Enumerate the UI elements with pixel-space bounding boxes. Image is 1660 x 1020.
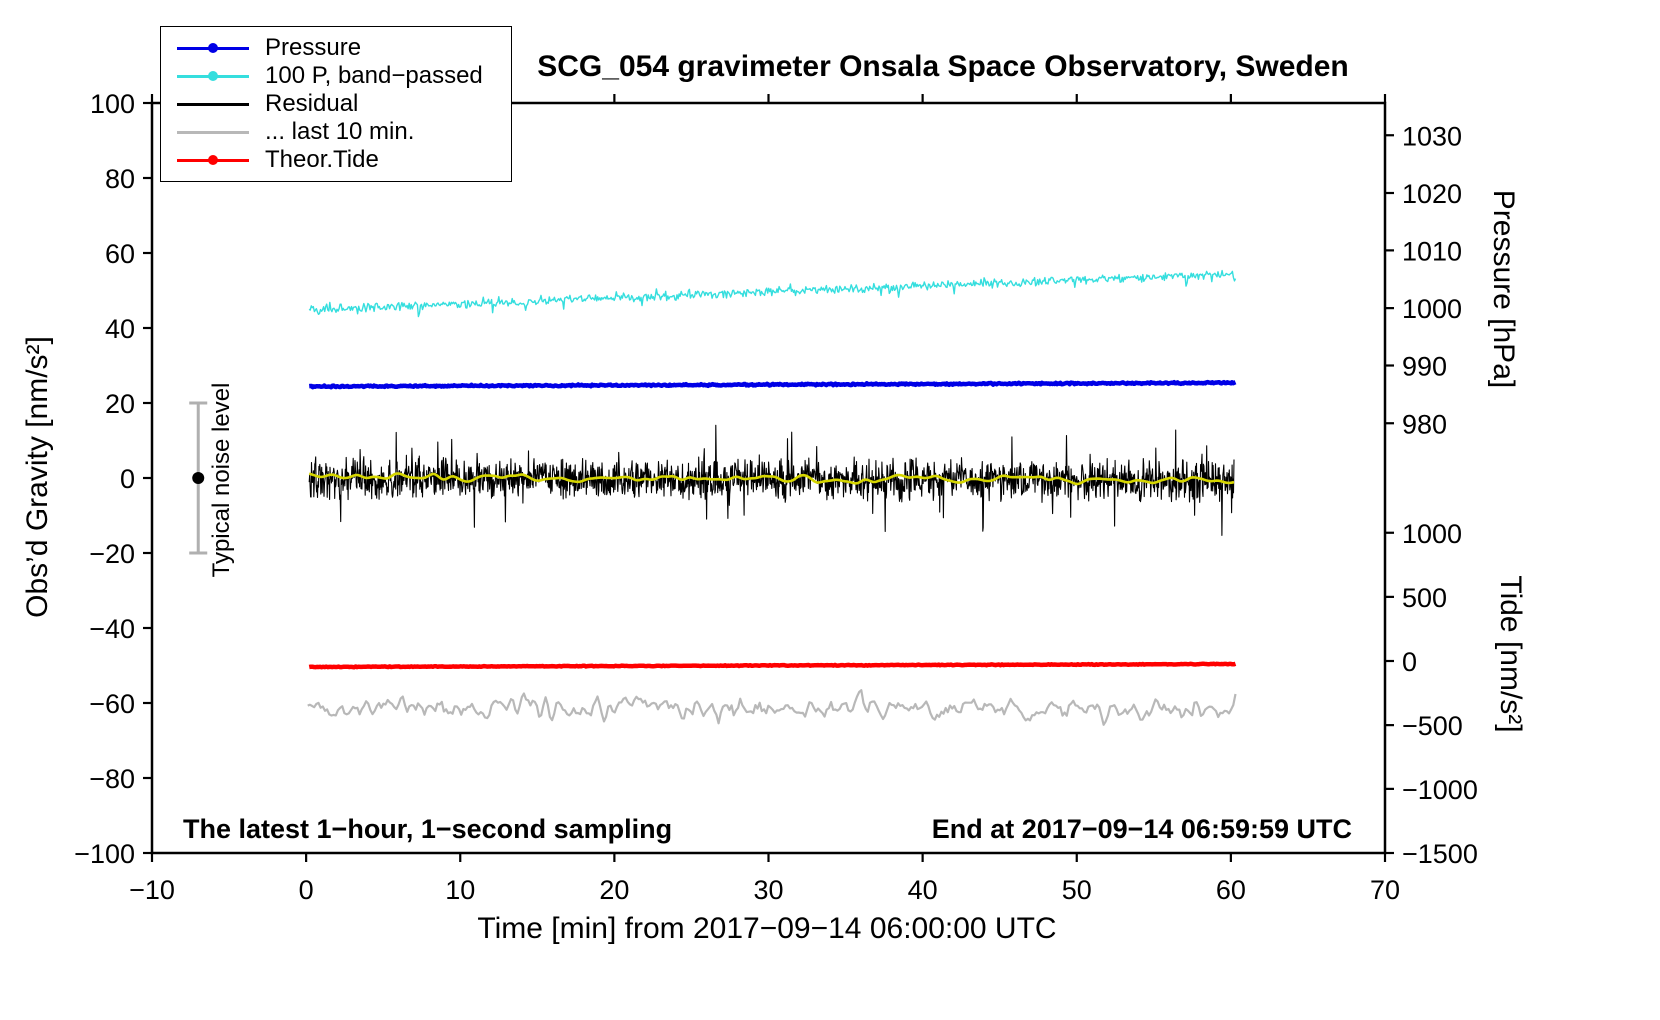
legend-line-symbol	[177, 99, 249, 109]
x-tick-label: 70	[1370, 875, 1400, 905]
pressure-tick-label: 1000	[1402, 294, 1462, 324]
y-tick-label: −40	[89, 614, 135, 644]
legend-item: ... last 10 min.	[171, 118, 501, 146]
y-tick-label: −100	[74, 839, 135, 869]
tide-tick-label: −1500	[1402, 839, 1478, 869]
y-axis-label-pressure: Pressure [hPa]	[1487, 189, 1520, 389]
y-tick-label: 40	[105, 314, 135, 344]
legend-item: Residual	[171, 90, 501, 118]
x-tick-label: −10	[129, 875, 175, 905]
tide-tick-label: 500	[1402, 583, 1447, 613]
legend: Pressure 100 P, band−passed Residual... la…	[160, 26, 512, 182]
y-tick-label: 60	[105, 239, 135, 269]
series-bandpassed	[308, 269, 1237, 318]
legend-label: 100 P, band−passed	[265, 62, 483, 89]
y-axis-label-gravity: Obs’d Gravity [nm/s²]	[21, 336, 54, 618]
x-axis-label: Time [min] from 2017−09−14 06:00:00 UTC	[477, 912, 1057, 945]
chart-title: SCG_054 gravimeter Onsala Space Observat…	[537, 50, 1349, 83]
legend-label: Pressure	[265, 34, 362, 61]
series-tide	[308, 661, 1237, 670]
tide-tick-label: −1000	[1402, 775, 1478, 805]
pressure-tick-label: 1010	[1402, 236, 1462, 266]
x-tick-label: 40	[908, 875, 938, 905]
x-tick-label: 60	[1216, 875, 1246, 905]
tide-tick-label: 1000	[1402, 519, 1462, 549]
pressure-tick-label: 1020	[1402, 179, 1462, 209]
y-tick-label: 80	[105, 164, 135, 194]
legend-dot-icon	[208, 43, 218, 53]
legend-item: Pressure	[171, 34, 501, 62]
legend-label: Theor.Tide	[265, 146, 379, 173]
pressure-tick-label: 1030	[1402, 121, 1462, 151]
series-residual	[308, 424, 1235, 536]
sampling-note: The latest 1−hour, 1−second sampling	[183, 814, 673, 844]
legend-dot-icon	[208, 155, 218, 165]
legend-line-symbol	[177, 127, 249, 137]
legend-dot-icon	[208, 71, 218, 81]
series-pressure	[308, 379, 1237, 390]
y-tick-label: 0	[120, 464, 135, 494]
x-tick-label: 30	[753, 875, 783, 905]
y-tick-label: −80	[89, 764, 135, 794]
y-tick-label: −20	[89, 539, 135, 569]
y-tick-label: 20	[105, 389, 135, 419]
pressure-tick-label: 990	[1402, 352, 1447, 382]
x-tick-label: 10	[445, 875, 475, 905]
tide-tick-label: 0	[1402, 647, 1417, 677]
noise-bar-dot	[192, 472, 205, 484]
tide-tick-label: −500	[1402, 711, 1463, 741]
end-time-note: End at 2017−09−14 06:59:59 UTC	[931, 814, 1352, 844]
legend-line-symbol	[177, 155, 249, 165]
pressure-tick-label: 980	[1402, 409, 1447, 439]
y-tick-label: −60	[89, 689, 135, 719]
legend-label: Residual	[265, 90, 359, 117]
y-axis-label-tide: Tide [nm/s²]	[1494, 575, 1527, 733]
x-tick-label: 0	[299, 875, 314, 905]
series-residual_smooth	[308, 472, 1235, 486]
y-tick-label: 100	[90, 89, 135, 119]
legend-line-symbol	[177, 43, 249, 53]
legend-line-symbol	[177, 71, 249, 81]
legend-item: 100 P, band−passed	[171, 62, 501, 90]
legend-label: ... last 10 min.	[265, 118, 415, 145]
x-tick-label: 50	[1062, 875, 1092, 905]
x-tick-label: 20	[599, 875, 629, 905]
legend-items: Pressure 100 P, band−passed Residual... la…	[171, 34, 501, 174]
noise-level-label: Typical noise level	[208, 382, 235, 578]
plot-frame	[150, 101, 1387, 855]
legend-item: Theor.Tide	[171, 146, 501, 174]
series-last10	[307, 689, 1237, 726]
